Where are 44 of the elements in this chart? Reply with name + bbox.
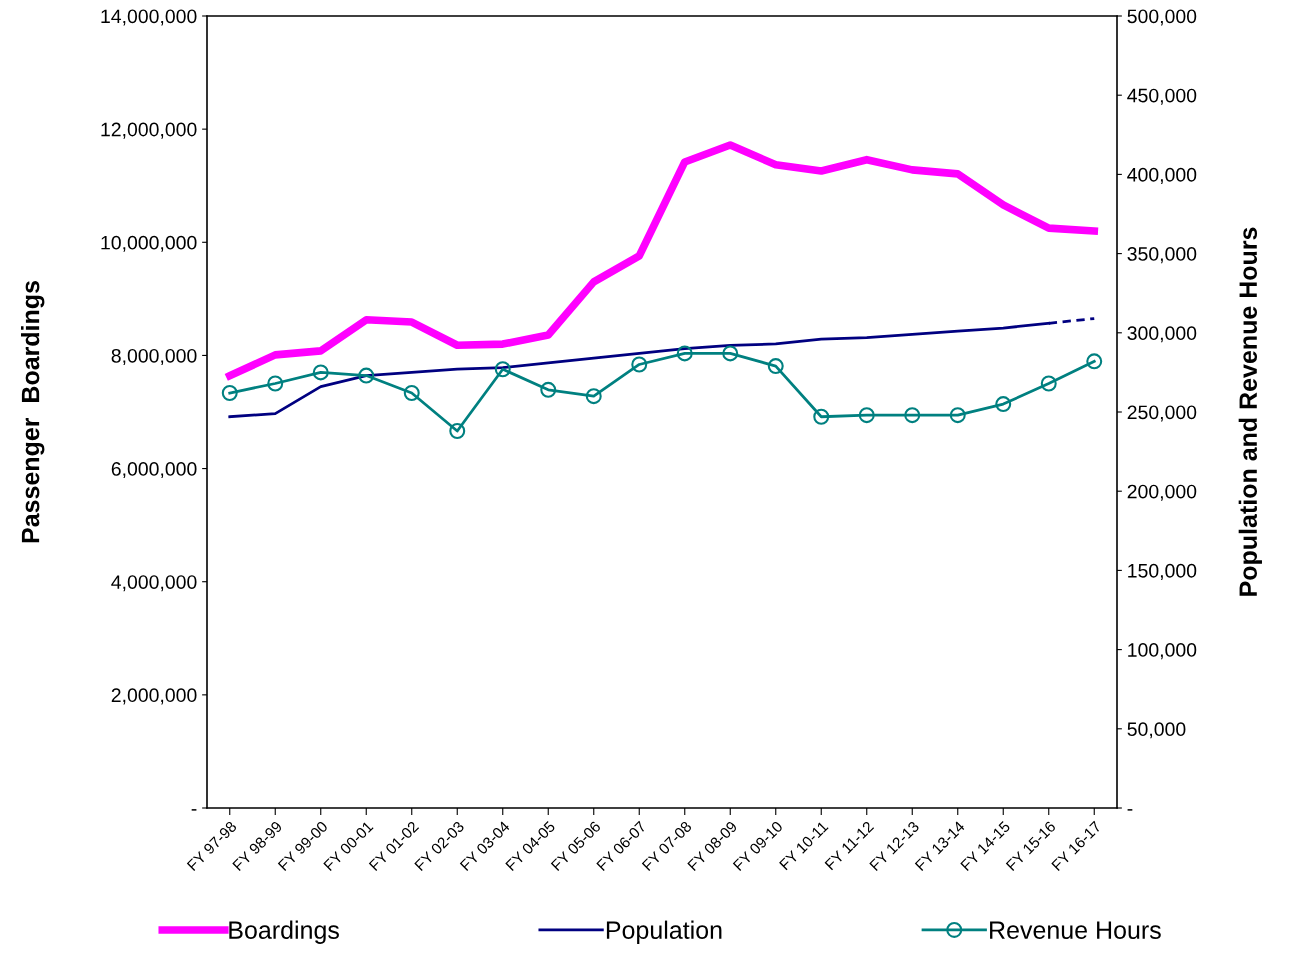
point xyxy=(449,423,466,439)
y-tick-label: 14,000,000 xyxy=(101,9,197,26)
y2-tick-label: 50,000 xyxy=(1127,722,1186,739)
y2-tick-label: 200,000 xyxy=(1127,484,1197,501)
y2-tick-label: 500,000 xyxy=(1127,9,1197,26)
point xyxy=(904,407,921,424)
point xyxy=(813,408,830,425)
y2-tick-label: 450,000 xyxy=(1127,88,1197,105)
point xyxy=(858,407,875,424)
point xyxy=(494,361,511,378)
y-tick-label: 10,000,000 xyxy=(101,235,197,252)
y-tick-label: 8,000,000 xyxy=(111,348,197,365)
y-tick-label: 2,000,000 xyxy=(111,688,197,705)
y-tick-label: 6,000,000 xyxy=(111,462,197,479)
point xyxy=(676,345,693,362)
y2-axis-title: Population and Revenue Hours xyxy=(1238,227,1262,596)
y-tick-label: - xyxy=(191,809,197,811)
y2-tick-label: 100,000 xyxy=(1128,643,1197,660)
legend-label: Population xyxy=(606,920,722,944)
point xyxy=(767,358,784,375)
point xyxy=(540,381,557,398)
point xyxy=(585,388,602,405)
y-axis-title: Passenger Boardings xyxy=(21,281,45,543)
point xyxy=(358,367,375,384)
point xyxy=(1040,375,1057,392)
y2-tick-label: - xyxy=(1127,809,1133,811)
y2-tick-label: 300,000 xyxy=(1127,326,1197,343)
legend-label: Revenue Hours xyxy=(990,921,1161,939)
point xyxy=(403,385,420,401)
point xyxy=(1086,353,1103,370)
point xyxy=(221,385,238,401)
y2-tick-label: 350,000 xyxy=(1127,247,1197,264)
y2-tick-label: 150,000 xyxy=(1128,563,1197,580)
point xyxy=(631,356,648,373)
y2-tick-label: 250,000 xyxy=(1127,405,1197,422)
point xyxy=(312,364,329,381)
point xyxy=(722,345,739,362)
legend-label: Boardings xyxy=(229,920,339,944)
y-tick-label: 4,000,000 xyxy=(111,575,197,592)
point xyxy=(267,375,284,392)
y-tick-label: 12,000,000 xyxy=(101,122,197,139)
y2-tick-label: 400,000 xyxy=(1127,167,1197,184)
point xyxy=(949,407,966,424)
point xyxy=(995,396,1012,413)
